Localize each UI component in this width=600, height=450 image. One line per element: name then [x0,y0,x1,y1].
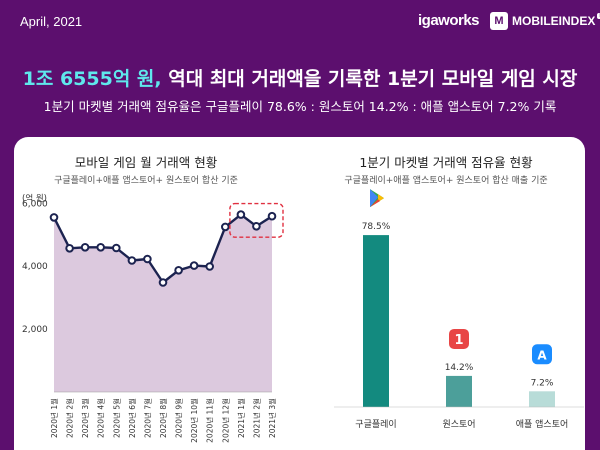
x-tick-label: 2021년 2월 [251,398,261,438]
data-point [112,243,121,253]
app-store-icon: A [532,344,552,365]
chart-card: 모바일 게임 월 거래액 현황 구글플레이+애플 앱스토어+ 원스토어 합산 기… [14,137,585,450]
data-point [65,244,74,253]
data-point [127,256,137,265]
bar-value-label: 7.2% [531,378,554,388]
charts-svg: 모바일 게임 월 거래액 현황 구글플레이+애플 앱스토어+ 원스토어 합산 기… [22,155,584,443]
highlight-box [229,202,284,238]
x-tick-label: 2020년 7월 [142,398,152,438]
y-axis-ticks: 2,000 4,000 6,000 [22,199,48,335]
bar-category-label: 원스토어 [442,419,475,430]
x-tick-label: 2021년 1월 [236,398,246,438]
data-point [205,262,214,271]
onestore-icon: 1 [449,328,469,349]
x-tick-label: 2020년 8월 [158,398,168,438]
data-point [96,243,105,252]
x-tick-label: 2021년 3월 [267,398,277,438]
monthly-revenue-chart: 모바일 게임 월 거래액 현황 구글플레이+애플 앱스토어+ 원스토어 합산 기… [22,155,284,443]
share-chart-subtitle: 구글플레이+애플 앱스토어+ 원스토어 합산 매출 기준 [344,174,547,186]
title-rest: 역대 최대 거래액을 기록한 1분기 모바일 게임 시장 [161,68,578,90]
mobileindex-logo-text: MOBILEINDEX [512,14,596,28]
x-axis-labels: 2020년 1월 2020년 2월 2020년 3월 2020년 4월 2020년 5월… [49,398,277,443]
data-points [49,210,277,287]
x-tick-label: 2020년 10월 [189,398,199,443]
y-tick-label: 2,000 [22,325,48,335]
x-tick-label: 2020년 9월 [174,398,184,438]
header: April, 2021 igaworks M MOBILEINDEX HD 1조… [0,0,600,130]
data-point [236,210,246,219]
igaworks-logo: igaworks [418,12,480,29]
mobileindex-logo-icon: M [490,12,508,30]
page-subtitle: 1분기 마켓별 거래액 점유율은 구글플레이 78.6% : 원스토어 14.2… [43,99,557,114]
report-date: April, 2021 [20,14,83,29]
y-tick-label: 4,000 [22,262,48,272]
x-tick-label: 2020년 12월 [220,398,230,443]
data-point [49,213,59,222]
data-point [267,211,277,221]
y-tick-label: 6,000 [22,199,48,209]
bar-1 [446,375,472,407]
data-point [80,243,90,252]
data-point [189,261,199,270]
bar-value-label: 14.2% [445,363,474,373]
bar-0 [363,235,389,407]
data-point [174,266,183,275]
x-tick-label: 2020년 11월 [205,398,215,443]
bar-value-label: 78.5% [362,222,391,232]
title-highlight: 1조 6555억 원, [22,68,162,90]
bars: 78.5% 구글플레이 14.2% 원스토어 1 7.2% 애플 앱스토어 A [355,189,568,430]
data-point [221,222,230,232]
mobileindex-logo: M MOBILEINDEX HD [490,12,600,30]
bar-2 [529,391,555,408]
market-share-chart: 1분기 마켓별 거래액 점유율 현황 구글플레이+애플 앱스토어+ 원스토어 합… [334,155,584,430]
area-fill [54,214,272,392]
bar-category-label: 애플 앱스토어 [516,418,569,430]
page-title: 1조 6555억 원, 역대 최대 거래액을 기록한 1분기 모바일 게임 시장 [0,64,600,91]
x-tick-label: 2020년 6월 [127,398,137,438]
y-axis-unit: (억 원) [22,193,47,204]
monthly-chart-subtitle: 구글플레이+애플 앱스토어+ 원스토어 합산 기준 [54,174,238,186]
data-point [143,254,152,264]
data-point [158,278,168,287]
svg-text:1: 1 [454,333,463,348]
x-tick-label: 2020년 4월 [96,398,106,438]
share-chart-title: 1분기 마켓별 거래액 점유율 현황 [359,155,533,170]
bar-category-label: 구글플레이 [355,419,396,430]
x-tick-label: 2020년 5월 [111,398,121,438]
x-tick-label: 2020년 1월 [49,398,59,438]
x-tick-label: 2020년 2월 [65,398,75,438]
svg-text:A: A [537,348,547,362]
monthly-chart-title: 모바일 게임 월 거래액 현황 [75,155,218,170]
data-point [252,222,261,231]
google-play-icon [370,189,384,208]
x-tick-label: 2020년 3월 [80,398,90,438]
